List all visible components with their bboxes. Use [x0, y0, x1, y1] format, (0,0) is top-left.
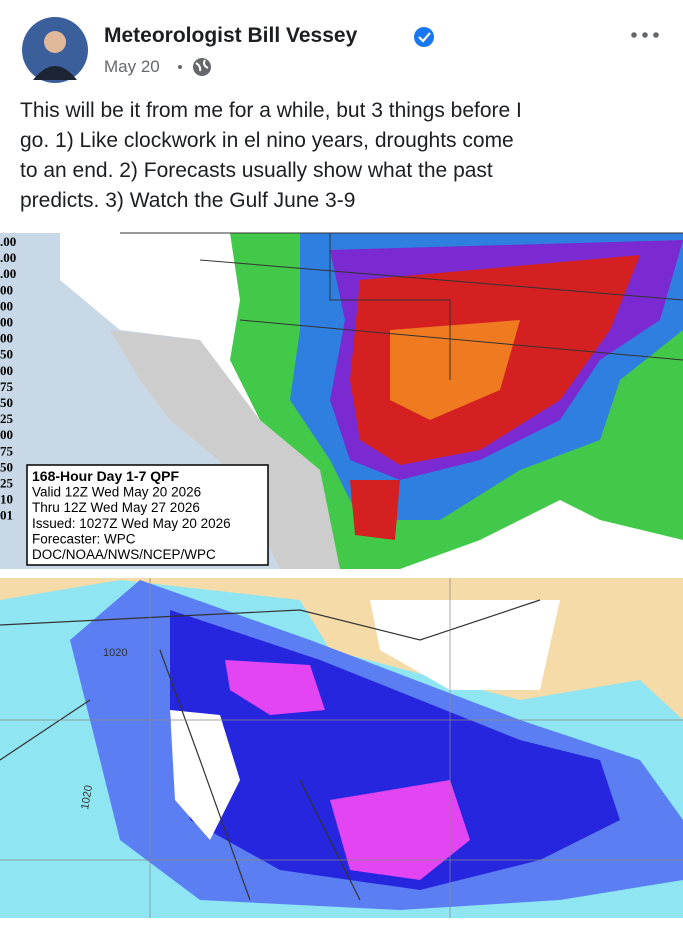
post-text-line: go. 1) Like clockwork in el nino years, … [20, 129, 514, 152]
legend-line: Forecaster: WPC [32, 531, 136, 546]
scale-label: 00 [0, 315, 13, 330]
legend-line: Thru 12Z Wed May 27 2026 [32, 500, 200, 515]
scale-label: .00 [0, 266, 16, 281]
scale-label: 00 [0, 427, 13, 442]
scale-label: 50 [0, 459, 13, 474]
isobar-label: 1020 [103, 647, 127, 659]
isobar-label: 1020 [79, 784, 95, 810]
post-date[interactable]: May 20 [104, 57, 160, 76]
scale-label: 75 [0, 443, 14, 458]
scale-label: 50 [0, 395, 13, 410]
post-text-line: This will be it from me for a while, but… [20, 99, 522, 122]
legend-line: 168-Hour Day 1-7 QPF [32, 468, 179, 484]
verified-badge [414, 27, 434, 47]
avatar-face [44, 31, 66, 53]
scale-label: 25 [0, 476, 14, 491]
verified-check [418, 32, 431, 43]
post-text-line: predicts. 3) Watch the Gulf June 3-9 [20, 189, 356, 212]
scale-label: 50 [0, 347, 13, 362]
post-text: This will be it from me for a while, but… [20, 96, 522, 216]
scale-label: 00 [0, 363, 13, 378]
legend-line: DOC/NOAA/NWS/NCEP/WPC [32, 547, 216, 562]
scale-label: 00 [0, 331, 13, 346]
more-button[interactable] [631, 32, 659, 38]
pressure-map [0, 578, 683, 918]
legend-line: Valid 12Z Wed May 20 2026 [32, 485, 201, 500]
scale-label: 01 [0, 508, 13, 523]
scale-label: 25 [0, 411, 14, 426]
legend-line: Issued: 1027Z Wed May 20 2026 [32, 516, 231, 531]
scale-label: 75 [0, 379, 14, 394]
scale-label: .00 [0, 250, 16, 265]
audience-icon[interactable] [193, 58, 211, 76]
separator-dot [178, 65, 182, 69]
avatar-suit [33, 66, 77, 80]
scale-label: 00 [0, 298, 13, 313]
scale-label: 10 [0, 492, 13, 507]
scale-label: .00 [0, 234, 16, 249]
author-name[interactable]: Meteorologist Bill Vessey [104, 24, 358, 47]
legend-box [26, 464, 269, 566]
scale-label: 00 [0, 282, 13, 297]
precip-map [0, 232, 683, 569]
post-text-line: to an end. 2) Forecasts usually show wha… [20, 159, 493, 182]
globe-lines [195, 59, 209, 72]
